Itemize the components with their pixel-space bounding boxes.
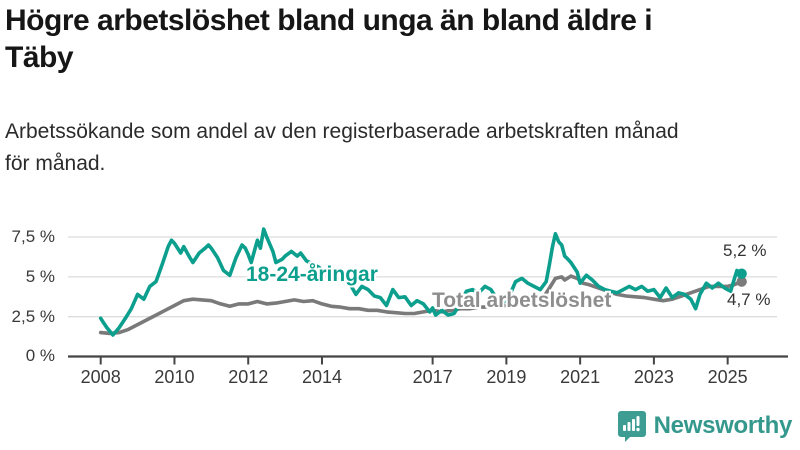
chart-title: Högre arbetslöshet bland unga än bland ä… — [5, 4, 653, 74]
newsworthy-logo-icon — [617, 411, 646, 442]
x-axis-label-2019: 2019 — [486, 367, 527, 387]
x-axis-label-2010: 2010 — [154, 367, 195, 387]
series-end-dot-youth — [736, 268, 747, 279]
x-axis-label-2021: 2021 — [560, 367, 601, 387]
x-axis-label-2017: 2017 — [412, 367, 453, 387]
y-axis-label-0: 0 % — [25, 346, 55, 365]
end-value-label-total: 4,7 % — [727, 290, 771, 309]
chart-subtitle: Arbetssökande som andel av den registerb… — [5, 120, 679, 175]
x-axis-label-2014: 2014 — [301, 367, 342, 387]
end-value-label-youth: 5,2 % — [723, 241, 767, 260]
series-label-youth: 18-24-åringar — [246, 263, 378, 286]
series-line-youth — [98, 227, 744, 337]
brand-name: Newsworthy — [653, 412, 793, 439]
x-axis-label-2008: 2008 — [80, 367, 121, 387]
series-label-total: Total arbetslöshet — [432, 289, 612, 312]
y-axis-label-2-5: 2,5 % — [11, 307, 55, 326]
brand-footer: Newsworthy — [617, 407, 792, 445]
x-axis-label-2012: 2012 — [228, 367, 269, 387]
x-axis-label-2025: 2025 — [707, 367, 748, 387]
series-line-total — [98, 274, 744, 336]
series-end-dot-total — [736, 276, 747, 287]
y-axis-label-7-5: 7,5 % — [11, 227, 55, 246]
y-axis-label-5: 5 % — [25, 267, 55, 286]
x-axis-label-2023: 2023 — [633, 367, 674, 387]
